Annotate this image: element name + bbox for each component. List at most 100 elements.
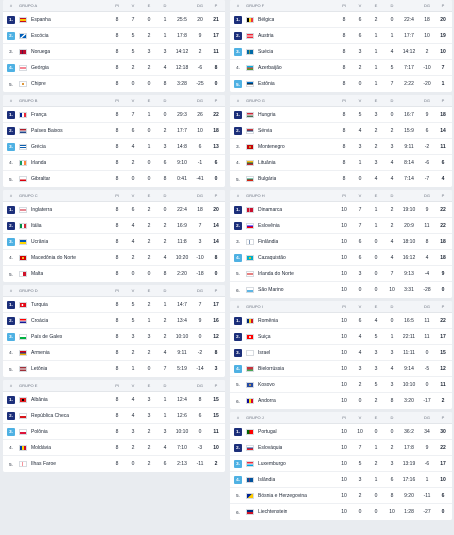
team-name[interactable]: Kosovo [258, 381, 275, 388]
team-name[interactable]: Portugal [258, 428, 277, 435]
team-cell[interactable]: Bulgária [246, 176, 336, 182]
team-cell[interactable]: Hungria [246, 111, 336, 118]
team-name[interactable]: Suécia [258, 48, 274, 55]
team-row[interactable]: 2. Sérvia 8 4 2 2 15:9 6 14 [230, 123, 452, 139]
team-row[interactable]: 5. Chipre 8 0 0 8 3:28 -25 0 [3, 76, 225, 92]
team-cell[interactable]: Israel [246, 349, 336, 356]
team-name[interactable]: Croácia [31, 317, 49, 324]
team-name[interactable]: Irlanda do Norte [258, 270, 294, 277]
team-row[interactable]: 4. Cazaquistão 10 6 0 4 16:12 4 18 [230, 250, 452, 266]
team-cell[interactable]: Estônia [246, 81, 336, 87]
group-name[interactable]: GRUPO J [246, 415, 264, 420]
team-cell[interactable]: Itália [19, 222, 109, 229]
team-row[interactable]: 2. Eslovênia 10 7 1 2 20:9 11 22 [230, 218, 452, 234]
team-row[interactable]: 2. Países Baixos 8 6 0 2 17:7 10 18 [3, 123, 225, 139]
team-name[interactable]: Escócia [31, 32, 49, 39]
team-cell[interactable]: Geórgia [19, 64, 109, 71]
team-name[interactable]: Finlândia [258, 238, 279, 245]
team-name[interactable]: Liechtenstein [258, 509, 288, 515]
team-row[interactable]: 5. Estônia 8 0 1 7 2:22 -20 1 [230, 76, 452, 92]
team-cell[interactable]: Áustria [246, 32, 336, 39]
team-cell[interactable]: País de Gales [19, 333, 109, 340]
team-row[interactable]: 3. Israel 10 4 3 3 11:11 0 15 [230, 345, 452, 361]
group-name[interactable]: GRUPO D [19, 288, 38, 293]
team-cell[interactable]: Croácia [19, 317, 109, 324]
team-cell[interactable]: Espanha [19, 16, 109, 23]
team-name[interactable]: Ucrânia [31, 238, 49, 245]
team-row[interactable]: 3. Montenegro 8 3 2 3 9:11 -2 11 [230, 139, 452, 155]
team-name[interactable]: Eslováquia [258, 444, 283, 451]
team-row[interactable]: 1. Turquia 8 5 2 1 14:7 7 17 [3, 297, 225, 313]
team-cell[interactable]: Países Baixos [19, 127, 109, 134]
team-name[interactable]: Eslovênia [258, 222, 280, 229]
team-name[interactable]: Macedônia do Norte [31, 254, 77, 261]
team-row[interactable]: 4. Bielorrússia 10 3 3 4 9:14 -5 12 [230, 361, 452, 377]
team-cell[interactable]: Lituânia [246, 159, 336, 166]
team-cell[interactable]: Chipre [19, 81, 109, 87]
team-cell[interactable]: Bósnia e Herzegovina [246, 492, 336, 499]
team-cell[interactable]: Luxemburgo [246, 460, 336, 467]
team-name[interactable]: Moldávia [31, 444, 52, 451]
team-cell[interactable]: Azerbaijão [246, 64, 336, 71]
team-name[interactable]: Grécia [31, 143, 46, 150]
team-row[interactable]: 5. Bósnia e Herzegovina 10 2 0 8 9:20 -11 6 [230, 488, 452, 504]
team-name[interactable]: Hungria [258, 111, 276, 118]
team-cell[interactable]: Polônia [19, 428, 109, 435]
team-name[interactable]: Luxemburgo [258, 460, 286, 467]
team-cell[interactable]: Sérvia [246, 127, 336, 134]
team-row[interactable]: 5. Gibraltar 8 0 0 8 0:41 -41 0 [3, 171, 225, 187]
team-cell[interactable]: São Marino [246, 287, 336, 293]
team-row[interactable]: 5. Kosovo 10 2 5 3 10:10 0 11 [230, 377, 452, 393]
team-row[interactable]: 5. Bulgária 8 0 4 4 7:14 -7 4 [230, 171, 452, 187]
team-row[interactable]: 4. Lituânia 8 1 3 4 8:14 -6 6 [230, 155, 452, 171]
team-row[interactable]: 3. Luxemburgo 10 5 2 3 13:19 -6 17 [230, 456, 452, 472]
team-name[interactable]: Bulgária [258, 176, 277, 182]
team-name[interactable]: Armenia [31, 349, 50, 356]
team-cell[interactable]: Noruega [19, 48, 109, 55]
team-name[interactable]: Israel [258, 349, 271, 356]
team-name[interactable]: São Marino [258, 287, 284, 293]
team-row[interactable]: 3. Finlândia 10 6 0 4 18:10 8 18 [230, 234, 452, 250]
group-name[interactable]: GRUPO H [246, 193, 265, 198]
team-row[interactable]: 4. Moldávia 8 2 2 4 7:10 -3 10 [3, 440, 225, 456]
team-row[interactable]: 5. Ilhas Faroe 8 0 2 6 2:13 -11 2 [3, 456, 225, 472]
team-row[interactable]: 2. Áustria 8 6 1 1 17:7 10 19 [230, 28, 452, 44]
team-name[interactable]: Estônia [258, 81, 275, 87]
team-name[interactable]: Inglaterra [31, 206, 53, 213]
team-name[interactable]: Islândia [258, 476, 276, 483]
team-name[interactable]: Andorra [258, 398, 276, 404]
team-cell[interactable]: Liechtenstein [246, 509, 336, 515]
team-cell[interactable]: Portugal [246, 428, 336, 435]
team-cell[interactable]: Irlanda do Norte [246, 270, 336, 277]
team-name[interactable]: Ilhas Faroe [31, 461, 57, 467]
team-name[interactable]: Bielorrússia [258, 365, 285, 372]
team-cell[interactable]: Cazaquistão [246, 254, 336, 261]
team-row[interactable]: 1. Bélgica 8 6 2 0 22:4 18 20 [230, 12, 452, 28]
team-row[interactable]: 1. Inglaterra 8 6 2 0 22:4 18 20 [3, 202, 225, 218]
team-cell[interactable]: Ilhas Faroe [19, 461, 109, 467]
team-name[interactable]: Bélgica [258, 16, 275, 23]
team-row[interactable]: 1. Albânia 8 4 3 1 12:4 8 15 [3, 392, 225, 408]
team-cell[interactable]: Armenia [19, 349, 109, 356]
team-name[interactable]: Sérvia [258, 127, 273, 134]
team-row[interactable]: 4. Irlanda 8 2 0 6 9:10 -1 6 [3, 155, 225, 171]
team-cell[interactable]: Turquia [19, 301, 109, 308]
group-name[interactable]: GRUPO C [19, 193, 38, 198]
team-row[interactable]: 4. Macedônia do Norte 8 2 2 4 10:20 -10 8 [3, 250, 225, 266]
team-row[interactable]: 3. Polônia 8 3 2 3 10:10 0 11 [3, 424, 225, 440]
team-cell[interactable]: Eslovênia [246, 222, 336, 229]
team-name[interactable]: Itália [31, 222, 42, 229]
team-name[interactable]: Montenegro [258, 143, 285, 150]
team-name[interactable]: Espanha [31, 16, 51, 23]
team-row[interactable]: 2. Suiça 10 4 5 1 22:11 11 17 [230, 329, 452, 345]
team-cell[interactable]: República Checa [19, 412, 109, 419]
team-row[interactable]: 3. País de Gales 8 3 3 2 10:10 0 12 [3, 329, 225, 345]
team-name[interactable]: Dinamarca [258, 206, 283, 213]
team-cell[interactable]: Montenegro [246, 143, 336, 150]
group-name[interactable]: GRUPO A [19, 3, 38, 8]
team-cell[interactable]: Dinamarca [246, 206, 336, 213]
team-row[interactable]: 1. Portugal 10 10 0 0 36:2 34 30 [230, 424, 452, 440]
team-cell[interactable]: Bélgica [246, 16, 336, 23]
team-name[interactable]: Cazaquistão [258, 254, 286, 261]
group-name[interactable]: GRUPO E [19, 383, 38, 388]
